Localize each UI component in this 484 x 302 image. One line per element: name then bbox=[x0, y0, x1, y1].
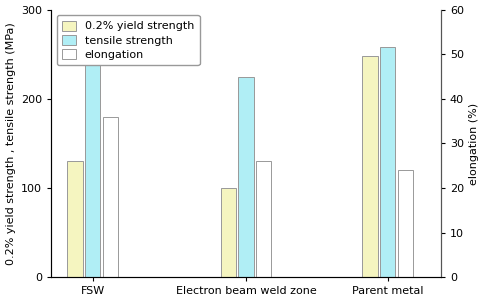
Bar bbox=[103, 117, 118, 278]
Bar bbox=[85, 63, 100, 278]
Bar bbox=[220, 188, 236, 278]
Bar bbox=[379, 47, 394, 278]
Bar bbox=[362, 56, 377, 278]
Bar bbox=[397, 170, 412, 278]
Bar bbox=[238, 76, 253, 278]
Bar bbox=[256, 161, 271, 278]
Legend: 0.2% yield strength, tensile strength, elongation: 0.2% yield strength, tensile strength, e… bbox=[57, 15, 199, 65]
Y-axis label: 0.2% yield strength , tensile strength (MPa): 0.2% yield strength , tensile strength (… bbox=[5, 22, 15, 265]
Y-axis label: elongation (%): elongation (%) bbox=[469, 102, 479, 185]
Bar bbox=[67, 161, 82, 278]
